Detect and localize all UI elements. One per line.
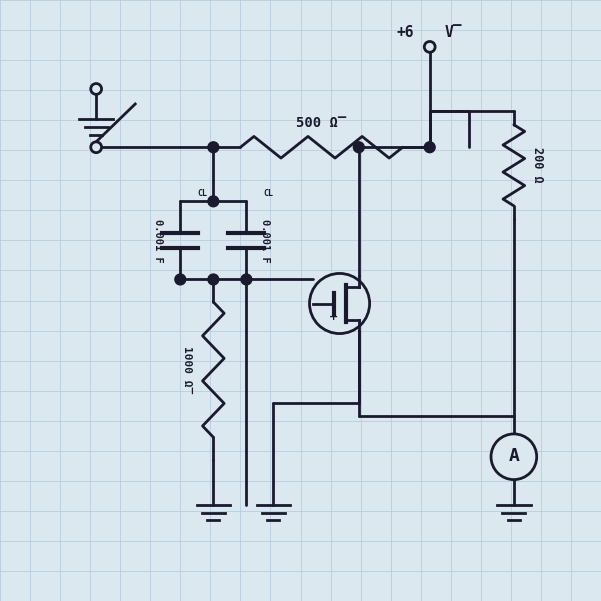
- Circle shape: [208, 274, 219, 285]
- Circle shape: [175, 274, 186, 285]
- Text: A: A: [508, 447, 519, 465]
- Text: +: +: [329, 312, 338, 322]
- Circle shape: [424, 41, 435, 52]
- Circle shape: [208, 142, 219, 153]
- Text: 0.001 F: 0.001 F: [153, 219, 163, 262]
- Circle shape: [241, 274, 252, 285]
- Text: 0.001 F: 0.001 F: [260, 219, 270, 262]
- Text: CL: CL: [197, 189, 207, 198]
- Text: CL: CL: [263, 189, 273, 198]
- Circle shape: [491, 434, 537, 480]
- Text: +6: +6: [397, 25, 414, 40]
- Circle shape: [424, 142, 435, 153]
- Text: V̅: V̅: [445, 25, 462, 40]
- Circle shape: [91, 142, 102, 153]
- Text: 1000 Ω̅: 1000 Ω̅: [182, 346, 192, 393]
- Circle shape: [91, 84, 102, 94]
- Text: 500 Ω̅: 500 Ω̅: [296, 117, 347, 130]
- Circle shape: [310, 273, 370, 334]
- Text: 200 Ω: 200 Ω: [531, 147, 544, 183]
- Circle shape: [353, 142, 364, 153]
- Circle shape: [208, 196, 219, 207]
